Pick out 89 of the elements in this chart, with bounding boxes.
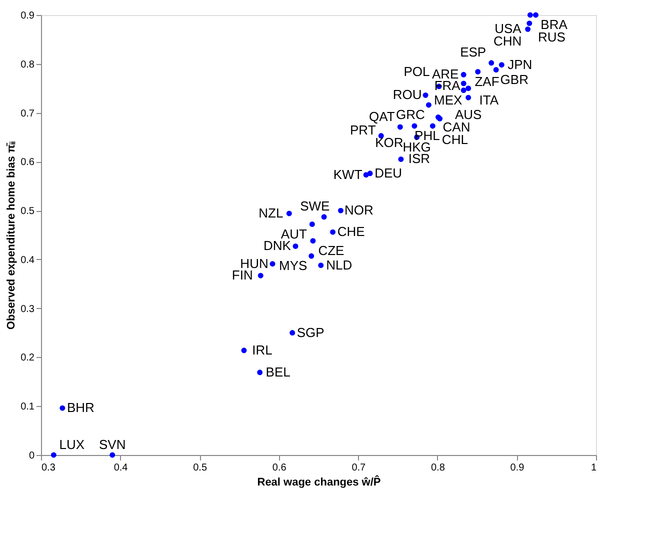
point [527, 12, 533, 18]
data-label: KOR [375, 135, 404, 150]
y-tick-label: 0.1 [20, 402, 35, 413]
point [308, 253, 314, 259]
data-label: SWE [300, 198, 330, 214]
x-tick-label: 0.3 [42, 462, 56, 474]
point [525, 26, 531, 32]
point [397, 124, 403, 130]
data-label: CHL [442, 132, 468, 148]
x-tick-label: 0.7 [352, 462, 366, 474]
point [533, 12, 538, 18]
data-label: LUX [59, 436, 85, 452]
point [257, 370, 263, 376]
data-label: CZE [318, 243, 345, 258]
point [367, 170, 373, 176]
x-tick-label: 0.4 [114, 462, 128, 474]
y-tick-label: 0.6 [20, 157, 35, 168]
data-label: BRA [540, 17, 568, 32]
x-axis-title: Real wage changes ŵ/P̂ [257, 474, 381, 488]
point [412, 123, 418, 129]
point [498, 62, 504, 68]
point [398, 156, 404, 162]
point [475, 68, 481, 74]
data-label: SVN [98, 436, 126, 452]
data-label: IRL [252, 342, 272, 358]
point [258, 272, 264, 278]
point [270, 261, 276, 267]
data-label: MYS [279, 258, 308, 274]
x-tick-label: 0.6 [272, 462, 287, 474]
point [338, 208, 344, 214]
data-label: KWT [333, 166, 362, 182]
y-tick-label: 0.4 [20, 254, 35, 266]
y-tick-label: 0.2 [20, 352, 35, 364]
data-label: DEU [374, 165, 402, 180]
data-label: ESP [460, 44, 486, 60]
x-tick-label: 0.5 [193, 462, 208, 474]
y-tick-label: 0.7 [20, 108, 35, 120]
point [460, 88, 466, 94]
x-tick-label: 1 [590, 462, 597, 474]
point [526, 20, 532, 26]
point [110, 452, 116, 458]
point [318, 262, 324, 268]
point [426, 102, 432, 108]
data-label: BEL [266, 364, 290, 380]
data-label: JPN [508, 56, 532, 72]
data-label: CHE [337, 224, 366, 240]
data-label: QAT [369, 108, 395, 124]
data-label: PRT [350, 122, 376, 138]
point [422, 92, 428, 98]
point [460, 72, 466, 78]
point [466, 94, 472, 100]
point [310, 238, 316, 244]
point [292, 244, 298, 249]
data-label: BHR [66, 400, 94, 416]
point [321, 214, 327, 220]
point [460, 80, 466, 86]
y-tick-label: 0.3 [20, 304, 35, 315]
data-label: MEX [434, 92, 463, 108]
y-axis-title: Observed expenditure home bias π̄ᵢᵢ [6, 140, 18, 330]
point [286, 210, 292, 216]
data-label: POL [404, 64, 430, 80]
point [330, 229, 336, 235]
point [430, 123, 436, 129]
data-label: GRC [396, 107, 425, 122]
x-tick-label: 0.8 [430, 462, 446, 474]
data-label: CAN [442, 119, 470, 134]
point [290, 330, 296, 336]
data-label: NLD [326, 257, 352, 272]
data-label: NZL [258, 205, 284, 220]
data-label: AUS [454, 106, 482, 122]
data-label: ROU [392, 87, 422, 102]
y-tick-label: 0 [28, 450, 35, 462]
y-tick-label: 0.5 [20, 206, 35, 218]
data-label: SGP [296, 324, 324, 340]
x-tick-label: 0.9 [510, 462, 525, 474]
point [50, 452, 56, 458]
data-label: ITA [479, 92, 499, 108]
point [488, 60, 494, 66]
y-tick-label: 0.8 [20, 59, 35, 70]
data-label: NOR [344, 202, 374, 218]
data-label: RUS [538, 30, 566, 45]
point [309, 222, 315, 227]
point [241, 348, 247, 354]
data-label: ZAF [474, 74, 500, 89]
data-label: GBR [500, 72, 528, 87]
y-tick-label: 0.9 [20, 10, 35, 22]
point [493, 67, 499, 72]
point [60, 405, 66, 411]
point [466, 86, 472, 92]
